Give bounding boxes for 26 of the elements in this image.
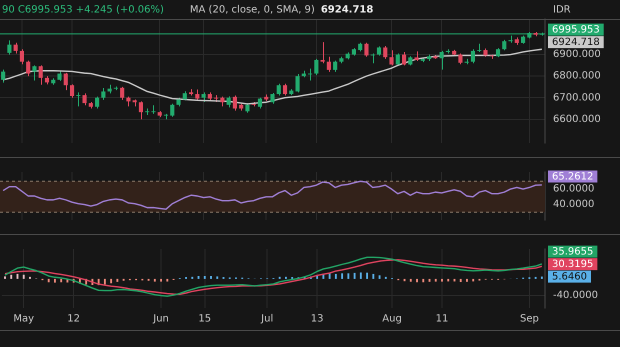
data-label: 6924.718: [552, 37, 600, 48]
x-tick-label: May: [13, 314, 34, 325]
text: MA (20, close, 0, SMA, 9): [190, 4, 315, 16]
y-tick-label: 6800.000: [553, 70, 601, 82]
y-tick-label: 30.3195: [552, 259, 594, 270]
x-tick-label: 11: [436, 314, 448, 325]
x-tick-label: Jun: [152, 314, 169, 325]
y-tick-label: 60.0000: [553, 184, 594, 195]
ref-line-label: 6995.953: [552, 24, 600, 36]
x-tick-label: Aug: [382, 314, 402, 325]
x-tick-label: 15: [198, 314, 212, 325]
y-tick-label: 40.0000: [553, 199, 594, 210]
data-label: 65.2612: [552, 172, 594, 183]
y-tick-label: 5.6460: [552, 272, 587, 283]
text: 6924.718: [320, 4, 374, 16]
y-tick-label: 6700.000: [553, 92, 601, 104]
y-tick-label: 6900.000: [553, 49, 601, 60]
y-tick-label: 6600.000: [553, 114, 601, 125]
y-tick-label: -40.0000: [553, 290, 598, 302]
x-tick-label: 12: [67, 314, 80, 325]
x-tick-label: 13: [310, 314, 324, 325]
text: 90 C6995.953 +4.245 (+0.06%): [2, 4, 164, 16]
x-tick-label: Sep: [520, 314, 539, 325]
data-label: 35.9655: [552, 246, 594, 258]
y-axis-title: IDR: [553, 4, 571, 16]
x-tick-label: Jul: [260, 314, 274, 325]
